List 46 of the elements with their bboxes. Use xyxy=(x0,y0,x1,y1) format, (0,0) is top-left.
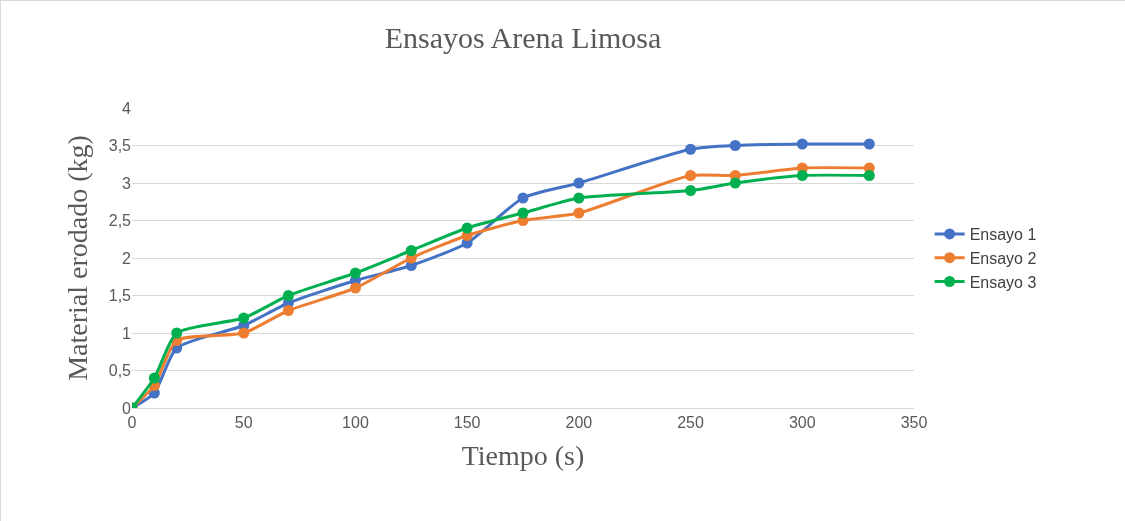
y-tick-label: 0 xyxy=(122,399,132,417)
y-tick-label: 2,5 xyxy=(108,212,132,230)
point xyxy=(148,372,160,384)
x-tick-label: 150 xyxy=(453,414,481,432)
legend-label: Ensayo 1 xyxy=(969,226,1037,244)
point xyxy=(238,312,250,324)
point xyxy=(349,267,361,279)
x-tick-label: 350 xyxy=(900,414,928,432)
point xyxy=(573,207,585,219)
point xyxy=(685,143,697,155)
x-axis-title: Tiempo (s) xyxy=(461,440,585,472)
y-axis-title: Material erodado (kg) xyxy=(62,135,94,381)
legend-label: Ensayo 2 xyxy=(969,249,1037,267)
point xyxy=(405,245,417,256)
point xyxy=(349,282,361,294)
x-tick-label: 300 xyxy=(788,414,816,432)
point xyxy=(729,140,741,151)
chart-title: Ensayos Arena Limosa xyxy=(384,20,662,54)
point xyxy=(517,192,529,204)
y-tick-label: 4 xyxy=(122,99,132,117)
point xyxy=(729,177,741,189)
y-tick-label: 1,5 xyxy=(108,287,132,305)
point xyxy=(685,185,697,196)
y-tick-label: 3,5 xyxy=(108,137,132,155)
point xyxy=(685,170,697,181)
point xyxy=(282,290,294,301)
point xyxy=(796,138,808,150)
point xyxy=(171,327,183,339)
point xyxy=(282,305,294,316)
legend-label: Ensayo 3 xyxy=(969,273,1037,291)
point xyxy=(863,138,875,150)
point xyxy=(863,170,875,181)
y-tick-label: 0,5 xyxy=(108,362,132,380)
y-tick-label: 2 xyxy=(122,249,132,267)
y-tick-label: 1 xyxy=(122,324,132,342)
x-tick-label: 100 xyxy=(342,414,369,432)
point xyxy=(517,207,529,219)
point xyxy=(573,177,585,189)
x-tick-label: 250 xyxy=(677,414,705,432)
point xyxy=(238,327,250,339)
point xyxy=(573,192,585,204)
x-tick-label: 50 xyxy=(234,414,253,432)
point xyxy=(796,170,808,181)
y-tick-label: 3 xyxy=(122,174,132,192)
point xyxy=(461,222,473,234)
x-tick-label: 200 xyxy=(565,414,593,432)
